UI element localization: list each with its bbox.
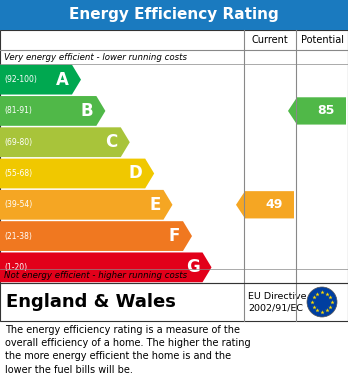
Bar — [0, 0, 348, 30]
Text: B: B — [81, 102, 93, 120]
Polygon shape — [236, 191, 294, 219]
Text: (81-91): (81-91) — [4, 106, 32, 115]
Text: Current: Current — [252, 35, 288, 45]
Circle shape — [307, 287, 337, 317]
Text: Energy Efficiency Rating: Energy Efficiency Rating — [69, 7, 279, 23]
Text: (69-80): (69-80) — [4, 138, 32, 147]
Polygon shape — [0, 96, 105, 126]
Text: D: D — [128, 165, 142, 183]
Text: 85: 85 — [317, 104, 335, 117]
Polygon shape — [0, 221, 192, 251]
Text: Potential: Potential — [301, 35, 343, 45]
Text: (55-68): (55-68) — [4, 169, 32, 178]
Text: G: G — [186, 258, 199, 276]
Text: C: C — [105, 133, 118, 151]
Text: Not energy efficient - higher running costs: Not energy efficient - higher running co… — [4, 271, 187, 280]
Text: A: A — [56, 71, 69, 89]
Text: 49: 49 — [265, 198, 283, 211]
Text: Very energy efficient - lower running costs: Very energy efficient - lower running co… — [4, 52, 187, 61]
Polygon shape — [288, 97, 346, 125]
Polygon shape — [0, 159, 154, 188]
Text: (1-20): (1-20) — [4, 263, 27, 272]
Text: The energy efficiency rating is a measure of the
overall efficiency of a home. T: The energy efficiency rating is a measur… — [5, 325, 251, 375]
Polygon shape — [0, 190, 173, 220]
Polygon shape — [0, 65, 81, 95]
Bar — [0, 30, 348, 321]
Polygon shape — [0, 253, 212, 282]
Text: (39-54): (39-54) — [4, 200, 32, 209]
Text: F: F — [169, 227, 180, 245]
Text: England & Wales: England & Wales — [6, 293, 176, 311]
Text: (21-38): (21-38) — [4, 231, 32, 240]
Polygon shape — [0, 127, 130, 157]
Text: E: E — [149, 196, 160, 214]
Text: (92-100): (92-100) — [4, 75, 37, 84]
Text: EU Directive
2002/91/EC: EU Directive 2002/91/EC — [248, 292, 307, 312]
